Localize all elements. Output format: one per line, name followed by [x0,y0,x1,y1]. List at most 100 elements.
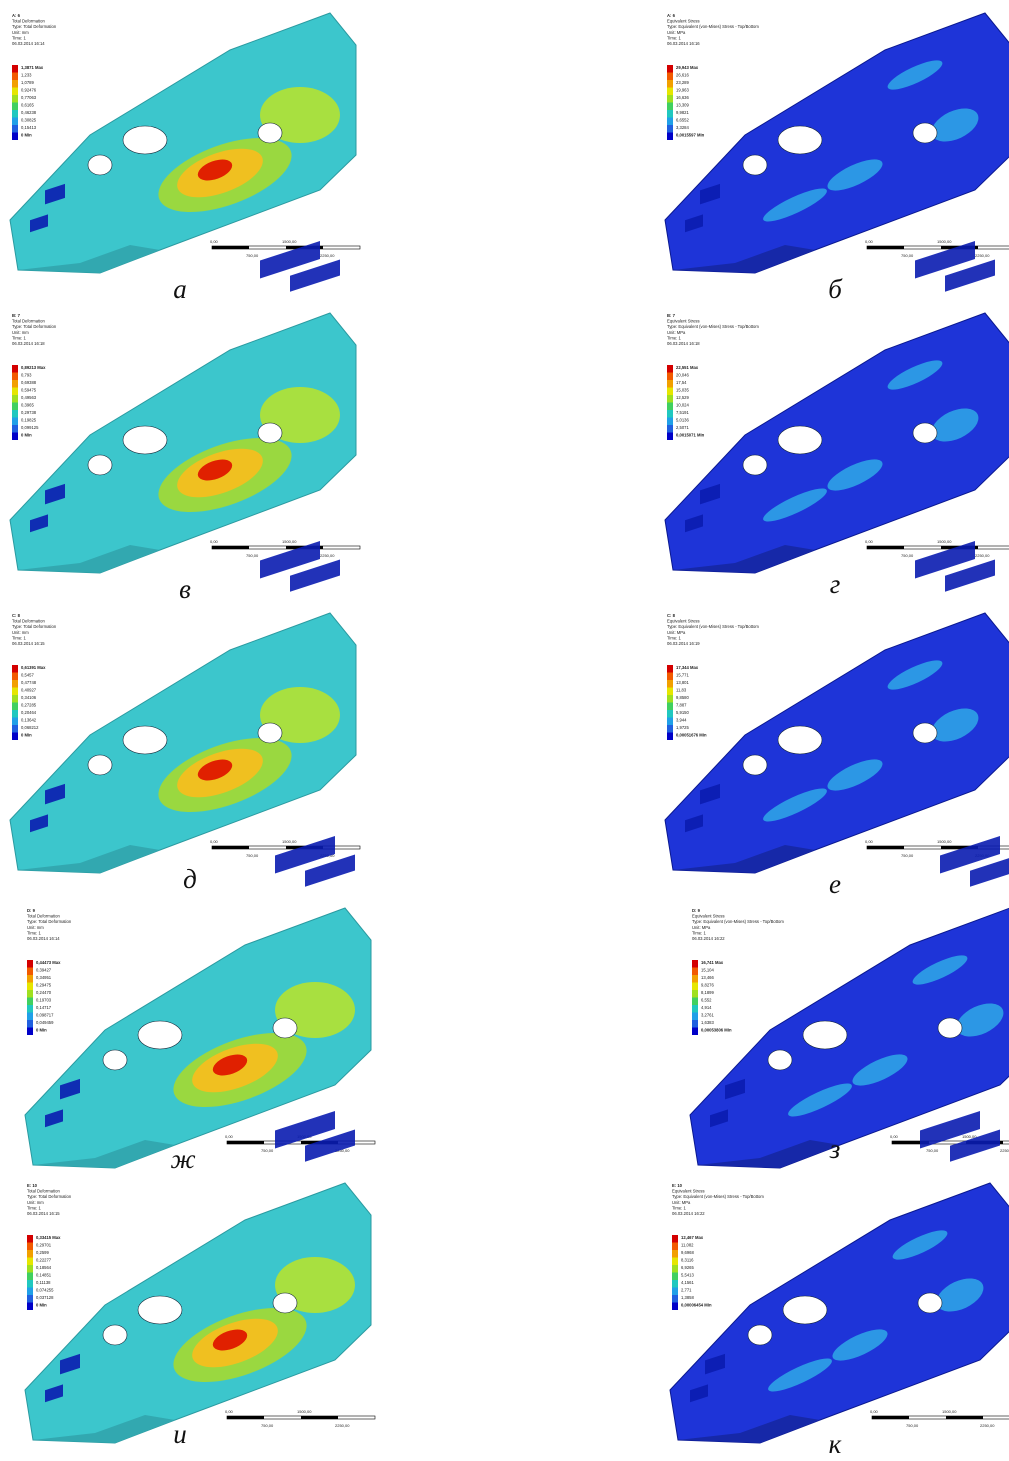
legend-label: 0,22277 [36,1258,52,1263]
panel-header-line: C: 8 [12,613,21,618]
window [275,1111,335,1149]
legend-swatch [667,102,673,110]
legend-swatch [27,1235,33,1243]
stress-zone [931,408,979,442]
legend-swatch [692,967,698,975]
legend-swatch [12,432,18,440]
deformation-zone [197,159,233,181]
legend-label: 0 Min [36,1028,47,1033]
panel-caption: г [830,569,841,599]
panel-caption: и [173,1419,187,1449]
legend-label: 15,104 [701,968,714,973]
legend-swatch [667,95,673,103]
legend-swatch [12,417,18,425]
window [275,836,335,874]
opening [102,1049,128,1071]
panel-header-line: Time: 1 [27,930,41,935]
scale-label: 0,00 [225,1134,234,1139]
panel-header-line: 06.03.2014 16:16 [667,41,700,46]
legend-label: 1,9725 [676,725,689,730]
window [45,1384,63,1403]
panel-header-line: Equivalent Stress [667,19,700,24]
legend-swatch [27,1302,33,1310]
panel-header-line: Time: 1 [12,35,26,40]
deformation-zone [212,1054,248,1076]
scale-bar [867,246,904,249]
scale-label: 2250,00 [335,1148,350,1153]
panel-header-line: Time: 1 [27,1205,41,1210]
opening [257,122,283,144]
legend-swatch [12,110,18,118]
window [945,559,995,592]
panel-header-line: B: 7 [12,313,21,318]
legend-label: 0 Min [36,1303,47,1308]
legend-swatch [12,372,18,380]
legend-label: 4,1561 [681,1280,694,1285]
scale-label: 750,00 [246,253,259,258]
panel-header-line: D: 9 [27,908,36,913]
legend-label: 0,61391 Max [21,665,46,670]
stress-zone [788,1083,852,1117]
scale-label: 0,00 [210,539,219,544]
legend-swatch [672,1265,678,1273]
legend-swatch [12,702,18,710]
legend-swatch [12,72,18,80]
legend-label: 0,29475 [36,983,52,988]
legend-label: 3,3284 [676,125,689,130]
window [30,514,48,533]
legend-swatch [27,1005,33,1013]
legend-label: 0,14851 [36,1273,52,1278]
legend-label: 13,801 [676,680,689,685]
scale-bar [867,546,904,549]
model-side [678,1415,820,1443]
stress-zone [887,360,943,390]
window [30,214,48,233]
legend-swatch [667,432,673,440]
stress-zone [763,488,827,522]
legend-swatch [27,1257,33,1265]
legend-swatch [692,1012,698,1020]
legend-label: 0,49563 [21,395,37,400]
legend-label: 13,466 [701,975,714,980]
legend-label: 16,741 Max [701,960,724,965]
stress-zone [827,459,883,491]
legend-label: 0,77063 [21,95,37,100]
legend-swatch [12,380,18,388]
panel-header-line: Time: 1 [672,1205,686,1210]
panel-header-line: Type: Total Deformation [27,919,72,924]
scale-bar [946,1416,983,1419]
panel-header-line: Unit: MPa [667,630,686,635]
panel-header-line: Type: Equivalent (von-Mises) Stress - To… [667,624,759,629]
scale-label: 2250,00 [320,253,335,258]
opening [742,154,768,176]
panel-header-line: 06.03.2014 16:14 [27,936,60,941]
opening [937,1017,963,1039]
panel-header-line: Unit: mm [27,925,44,930]
legend-label: 3,944 [676,718,687,723]
scale-label: 1500,00 [282,239,297,244]
panel-header-line: Unit: MPa [672,1200,691,1205]
model-body [664,12,1009,274]
legend-label: 26,616 [676,73,689,78]
legend-label: 6,552 [701,998,712,1003]
legend-label: 0,29738 [21,410,37,415]
scale-bar [212,246,249,249]
scale-label: 0,00 [890,1134,899,1139]
legend-label: 0 Min [21,433,32,438]
window [60,1353,80,1375]
scale-label: 750,00 [261,1148,274,1153]
legend-swatch [12,80,18,88]
legend-swatch [12,717,18,725]
legend-label: 13,309 [676,103,689,108]
window [950,1129,1000,1162]
scale-label: 2250,00 [975,553,990,558]
scale-label: 750,00 [246,853,259,858]
legend-label: 0,92476 [21,88,37,93]
legend-label: 2,771 [681,1288,692,1293]
legend-label: 6,6552 [676,118,689,123]
legend-swatch [667,680,673,688]
